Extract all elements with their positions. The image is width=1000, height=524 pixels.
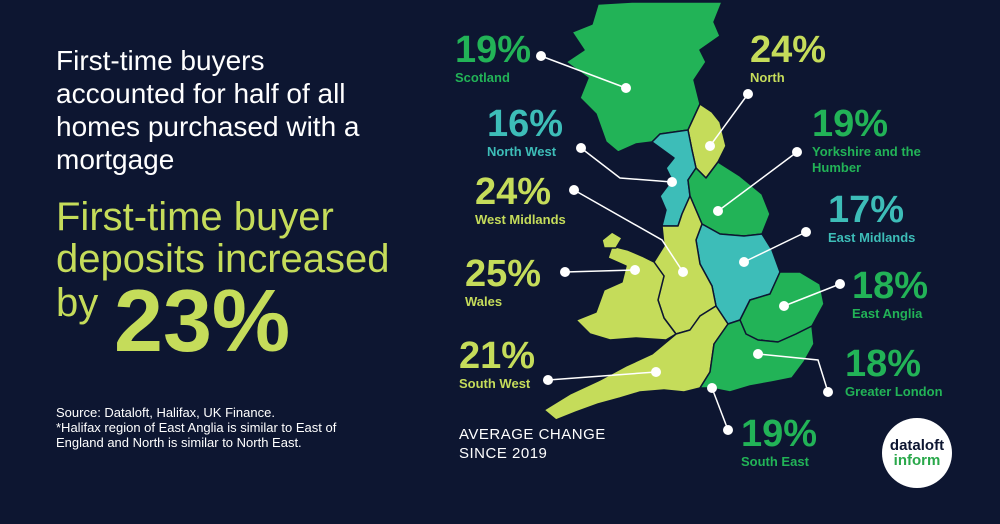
label-east-midlands: 17% East Midlands bbox=[828, 190, 915, 246]
name-south-east: South East bbox=[741, 454, 809, 469]
dot-wales-start bbox=[560, 267, 570, 277]
average-change-line2: SINCE 2019 bbox=[459, 445, 548, 462]
dot-west-midlands-start bbox=[569, 185, 579, 195]
label-south-east: 19% South East bbox=[741, 414, 817, 470]
label-east-anglia: 18% East Anglia bbox=[852, 266, 928, 322]
dot-north-west-start bbox=[576, 143, 586, 153]
region-shape-anglesey bbox=[601, 231, 623, 249]
dot-scotland-end bbox=[621, 83, 631, 93]
logo-line2: inform bbox=[893, 452, 941, 469]
connector-south-west bbox=[547, 371, 657, 381]
dot-west-midlands-end bbox=[678, 267, 688, 277]
label-north-west: 16% North West bbox=[487, 104, 563, 160]
deposit-by: by bbox=[56, 281, 99, 325]
connector-west-midlands bbox=[573, 189, 684, 273]
connector-north bbox=[709, 93, 749, 147]
name-north: North bbox=[750, 70, 785, 85]
dot-north-end bbox=[705, 141, 715, 151]
value-yorkshire: 19% bbox=[812, 103, 889, 145]
value-wales: 25% bbox=[465, 253, 542, 295]
name-yorkshire: Yorkshire and the Humber bbox=[812, 144, 921, 175]
label-north: 24% North bbox=[750, 30, 826, 86]
label-west-midlands: 24% West Midlands bbox=[475, 172, 566, 228]
value-east-midlands: 17% bbox=[828, 189, 905, 231]
value-west-midlands: 24% bbox=[475, 171, 552, 213]
name-scotland: Scotland bbox=[455, 70, 510, 85]
name-north-west: North West bbox=[487, 144, 557, 159]
label-south-west: 21% South West bbox=[459, 336, 535, 392]
name-greater-london: Greater London bbox=[845, 384, 943, 399]
value-north-west: 16% bbox=[487, 103, 564, 145]
name-east-midlands: East Midlands bbox=[828, 230, 916, 245]
dot-greater-london-start bbox=[753, 349, 763, 359]
logo-line1: dataloft bbox=[889, 437, 945, 454]
dot-north-west-end bbox=[667, 177, 677, 187]
dot-east-anglia-start bbox=[835, 279, 845, 289]
connector-lines bbox=[540, 55, 841, 431]
dot-scotland-start bbox=[536, 51, 546, 61]
deposit-increase-value: 23% bbox=[114, 271, 291, 370]
value-scotland: 19% bbox=[455, 29, 532, 71]
name-east-anglia: East Anglia bbox=[852, 306, 923, 321]
connector-east-anglia bbox=[783, 283, 841, 307]
connector-yorkshire bbox=[717, 151, 798, 212]
dot-south-west-end bbox=[651, 367, 661, 377]
dot-north-start bbox=[743, 89, 753, 99]
dot-yorkshire-end bbox=[713, 206, 723, 216]
average-change-caption: AVERAGE CHANGE SINCE 2019 bbox=[459, 425, 606, 463]
connector-greater-london bbox=[757, 353, 829, 393]
dot-south-east-end bbox=[707, 383, 717, 393]
value-south-east: 19% bbox=[741, 413, 818, 455]
dot-east-anglia-end bbox=[779, 301, 789, 311]
label-yorkshire: 19% Yorkshire and the Humber bbox=[812, 104, 922, 176]
average-change-line1: AVERAGE CHANGE bbox=[459, 426, 606, 443]
label-wales: 25% Wales bbox=[465, 254, 541, 310]
name-wales: Wales bbox=[465, 294, 503, 309]
connector-dots bbox=[536, 51, 845, 435]
dot-east-midlands-start bbox=[801, 227, 811, 237]
dataloft-logo: dataloft inform bbox=[882, 418, 952, 488]
dot-east-midlands-end bbox=[739, 257, 749, 267]
name-west-midlands: West Midlands bbox=[475, 212, 566, 227]
dot-wales-end bbox=[630, 265, 640, 275]
value-greater-london: 18% bbox=[845, 343, 922, 385]
connector-wales bbox=[564, 269, 636, 273]
deposit-statement: First-time buyer deposits increased bbox=[56, 195, 390, 281]
connector-scotland bbox=[540, 55, 627, 89]
label-scotland: 19% Scotland bbox=[455, 30, 531, 86]
connector-east-midlands bbox=[743, 231, 807, 263]
dot-south-west-start bbox=[543, 375, 553, 385]
name-south-west: South West bbox=[459, 376, 531, 391]
label-greater-london: 18% Greater London bbox=[845, 344, 943, 400]
source-note: Source: Dataloft, Halifax, UK Finance. *… bbox=[56, 405, 356, 450]
dot-south-east-start bbox=[723, 425, 733, 435]
headline: First-time buyers accounted for half of … bbox=[56, 45, 360, 175]
connector-south-east bbox=[711, 387, 729, 431]
source-footnote: *Halifax region of East Anglia is simila… bbox=[56, 420, 337, 450]
value-north: 24% bbox=[750, 29, 827, 71]
dot-greater-london-end bbox=[823, 387, 833, 397]
dot-yorkshire-start bbox=[792, 147, 802, 157]
connector-north-west bbox=[580, 147, 673, 183]
value-south-west: 21% bbox=[459, 335, 536, 377]
value-east-anglia: 18% bbox=[852, 265, 929, 307]
source-line: Source: Dataloft, Halifax, UK Finance. bbox=[56, 405, 275, 420]
region-shape-south-west bbox=[543, 305, 729, 421]
